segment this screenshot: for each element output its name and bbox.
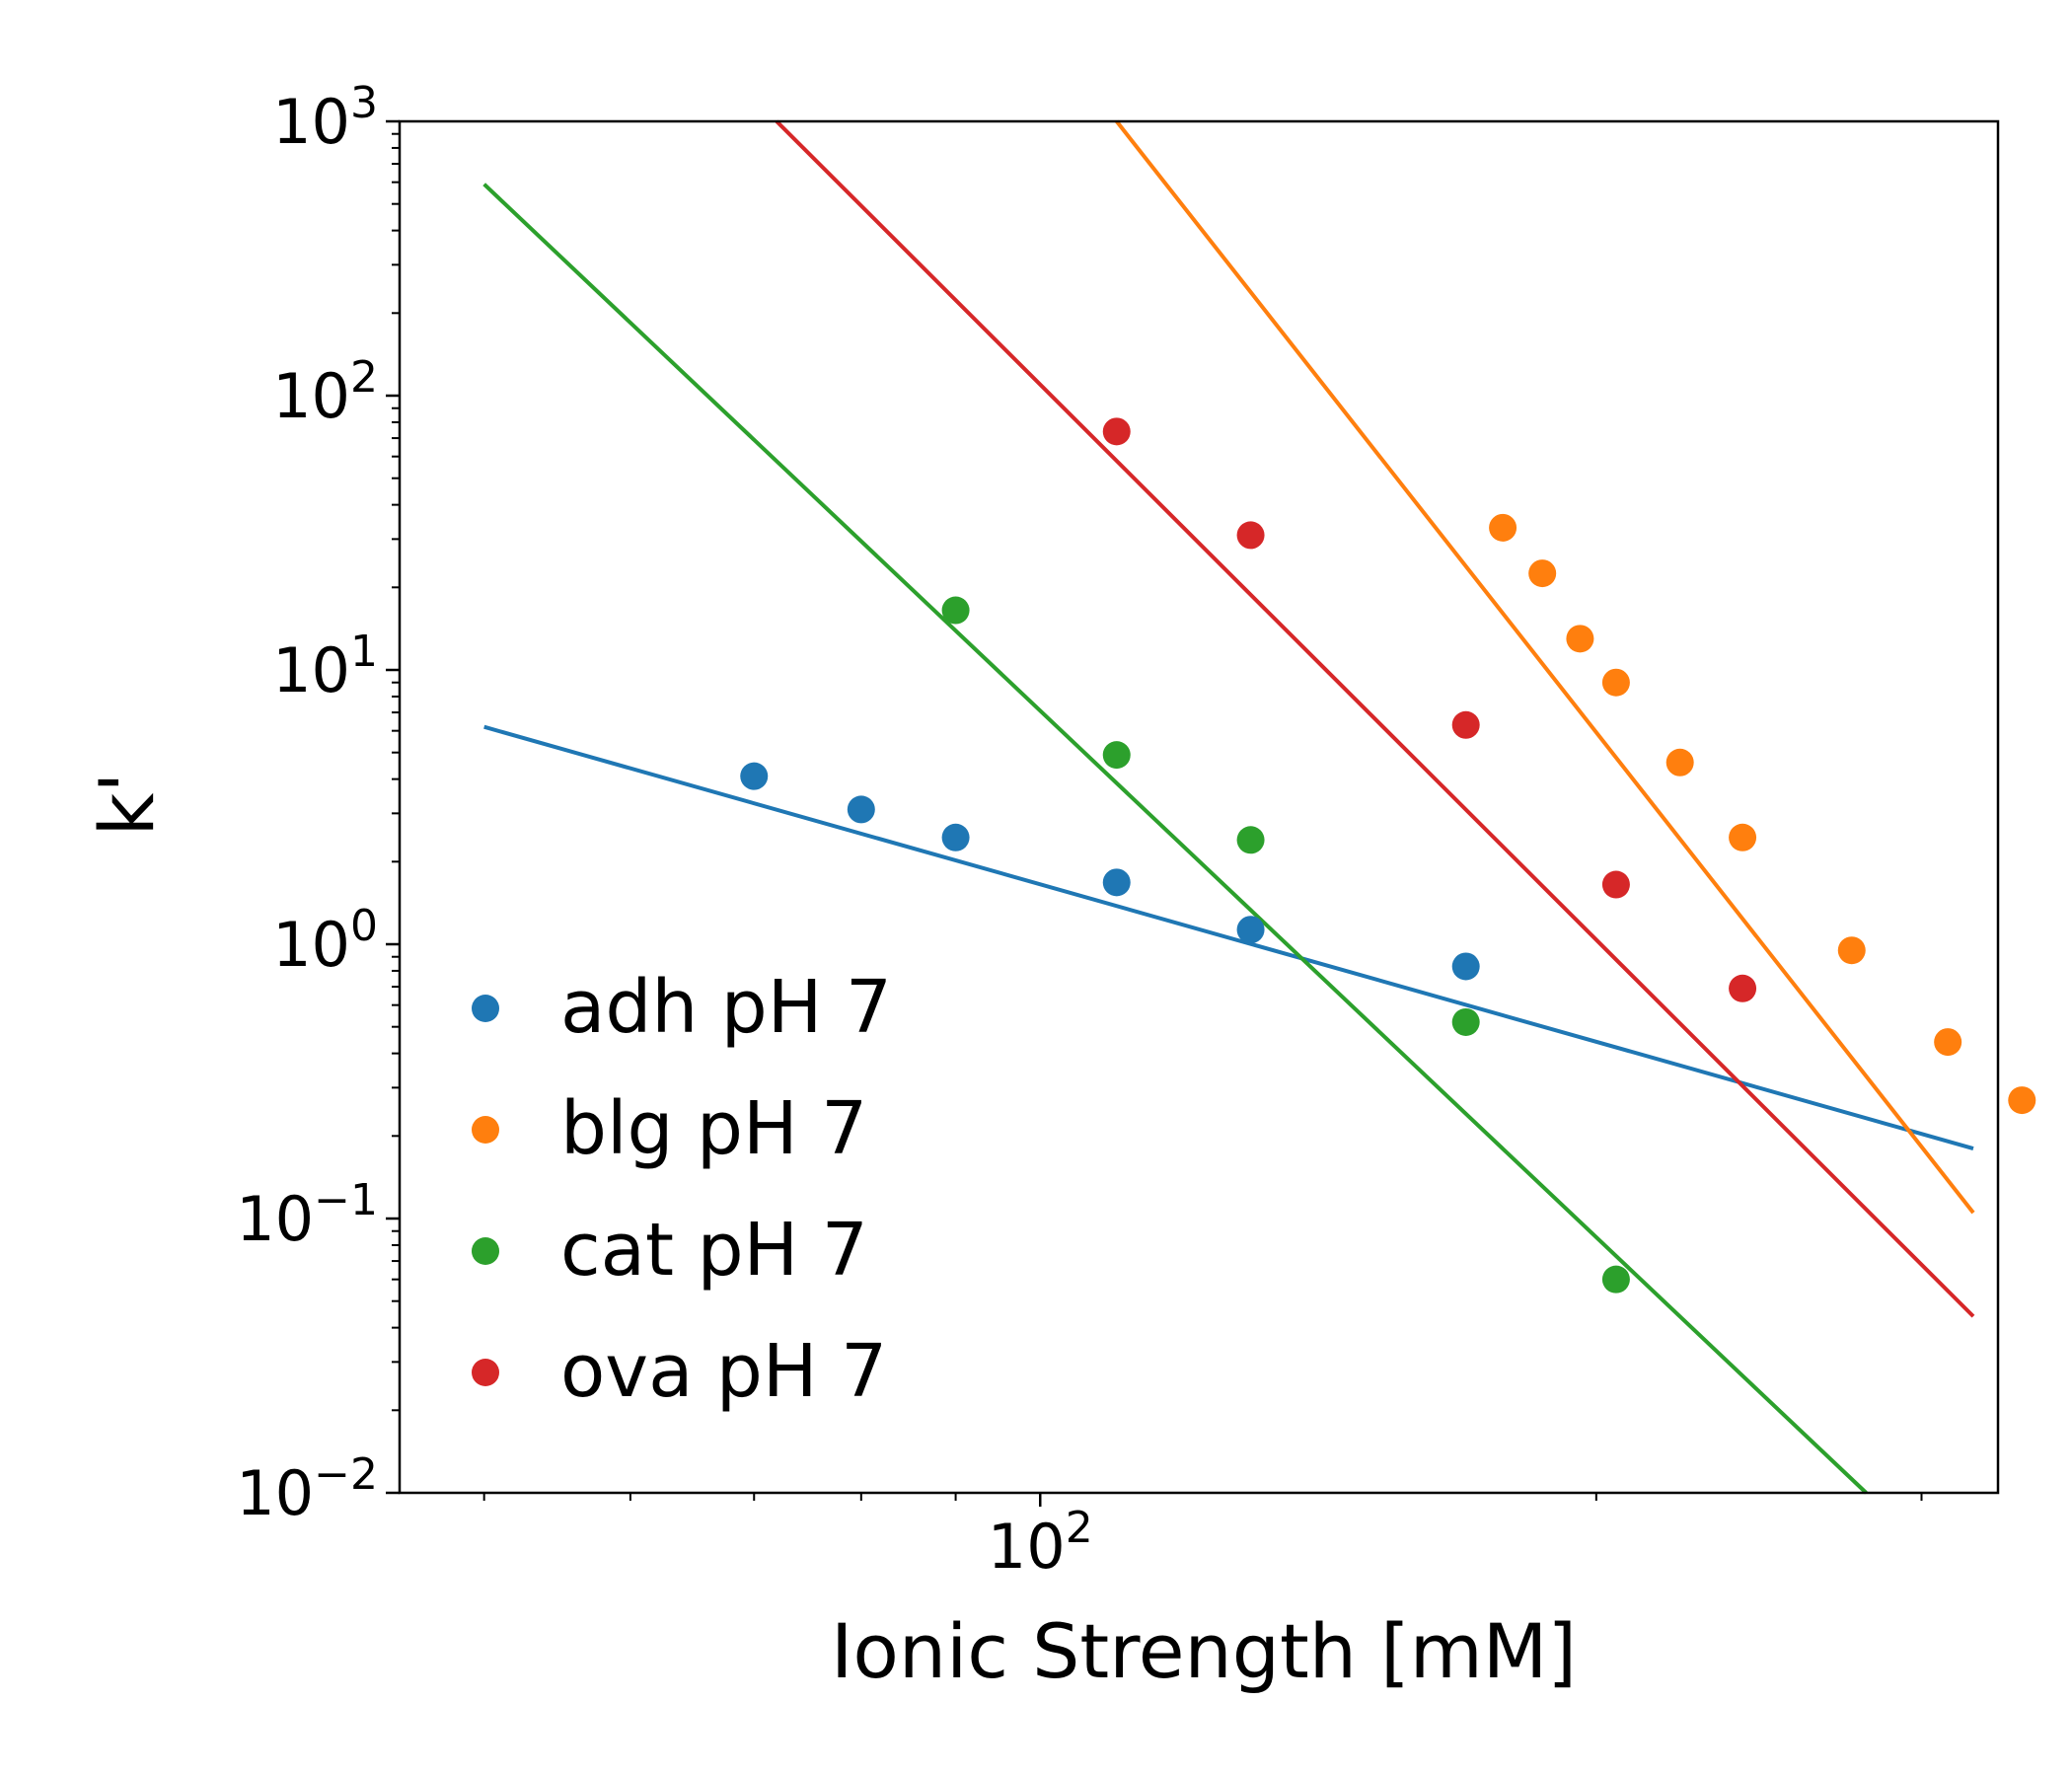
data-point-cat	[1236, 826, 1265, 854]
data-point-ova	[1236, 521, 1265, 550]
legend-label: cat pH 7	[560, 1208, 868, 1293]
tick-labels: 103 102 101 100 10−1 10−2 102	[236, 78, 1092, 1583]
fit-line-adh	[483, 724, 1974, 1150]
legend: adh pH 7 blg pH 7 cat pH 7 ova pH 7	[472, 965, 892, 1414]
data-point-cat	[941, 596, 970, 625]
data-point-cat	[1102, 741, 1131, 770]
fit-line-cat	[482, 183, 1868, 1495]
fit-line-ova	[775, 119, 1975, 1318]
data-point-adh	[740, 762, 769, 790]
data-point-blg	[1528, 559, 1557, 588]
y-tick-label: 101	[272, 627, 378, 706]
data-point-ova	[1729, 974, 1757, 1002]
y-axis-label: k'	[83, 773, 171, 837]
data-point-adh	[1236, 916, 1265, 944]
fit-line-blg	[1115, 119, 1975, 1215]
y-tick-label: 102	[272, 352, 378, 432]
y-tick-label: 103	[272, 78, 378, 158]
data-point-adh	[1102, 868, 1131, 897]
y-tick-label: 100	[272, 901, 378, 981]
legend-marker	[472, 1237, 499, 1265]
data-point-blg	[1566, 625, 1594, 653]
fit-lines	[482, 119, 1975, 1495]
data-point-blg	[1601, 668, 1630, 697]
data-point-blg	[1837, 936, 1866, 965]
data-point-ova	[1601, 870, 1630, 899]
y-tick-label: 10−1	[236, 1175, 378, 1255]
data-point-blg	[2008, 1086, 2036, 1115]
major-ticks	[386, 119, 1042, 1507]
legend-label: adh pH 7	[560, 965, 892, 1050]
minor-ticks	[392, 132, 1923, 1501]
data-point-adh	[847, 795, 875, 824]
data-point-blg	[1934, 1028, 1962, 1057]
legend-label: blg pH 7	[560, 1086, 867, 1171]
legend-marker	[472, 1116, 499, 1144]
x-axis-label: Ionic Strength [mM]	[831, 1607, 1577, 1695]
data-point-ova	[1102, 417, 1131, 446]
data-point-cat	[1601, 1265, 1630, 1294]
legend-marker	[472, 1359, 499, 1386]
legend-label: ova pH 7	[560, 1329, 887, 1414]
data-point-adh	[1451, 952, 1480, 981]
data-point-adh	[941, 823, 970, 851]
data-point-blg	[1665, 748, 1694, 777]
data-point-blg	[1729, 823, 1757, 851]
data-point-blg	[1489, 513, 1517, 542]
data-point-cat	[1451, 1007, 1480, 1036]
legend-marker	[472, 995, 499, 1022]
y-tick-label: 10−2	[236, 1449, 378, 1529]
plot-frame	[398, 119, 2000, 1495]
data-points	[740, 417, 2036, 1294]
data-point-ova	[1451, 710, 1480, 739]
x-tick-label: 102	[988, 1503, 1093, 1583]
